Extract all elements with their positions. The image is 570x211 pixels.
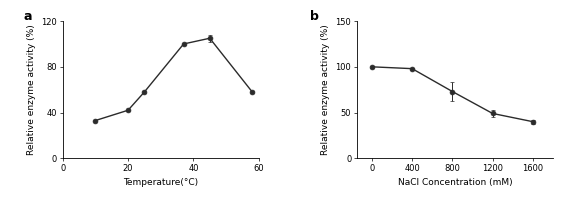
Y-axis label: Relative enzyme activity (%): Relative enzyme activity (%): [321, 24, 330, 155]
Text: b: b: [310, 10, 319, 23]
Text: a: a: [23, 10, 32, 23]
Y-axis label: Relative enzyme activity (%): Relative enzyme activity (%): [27, 24, 36, 155]
X-axis label: NaCl Concentration (mM): NaCl Concentration (mM): [397, 178, 512, 187]
X-axis label: Temperature(°C): Temperature(°C): [123, 178, 198, 187]
